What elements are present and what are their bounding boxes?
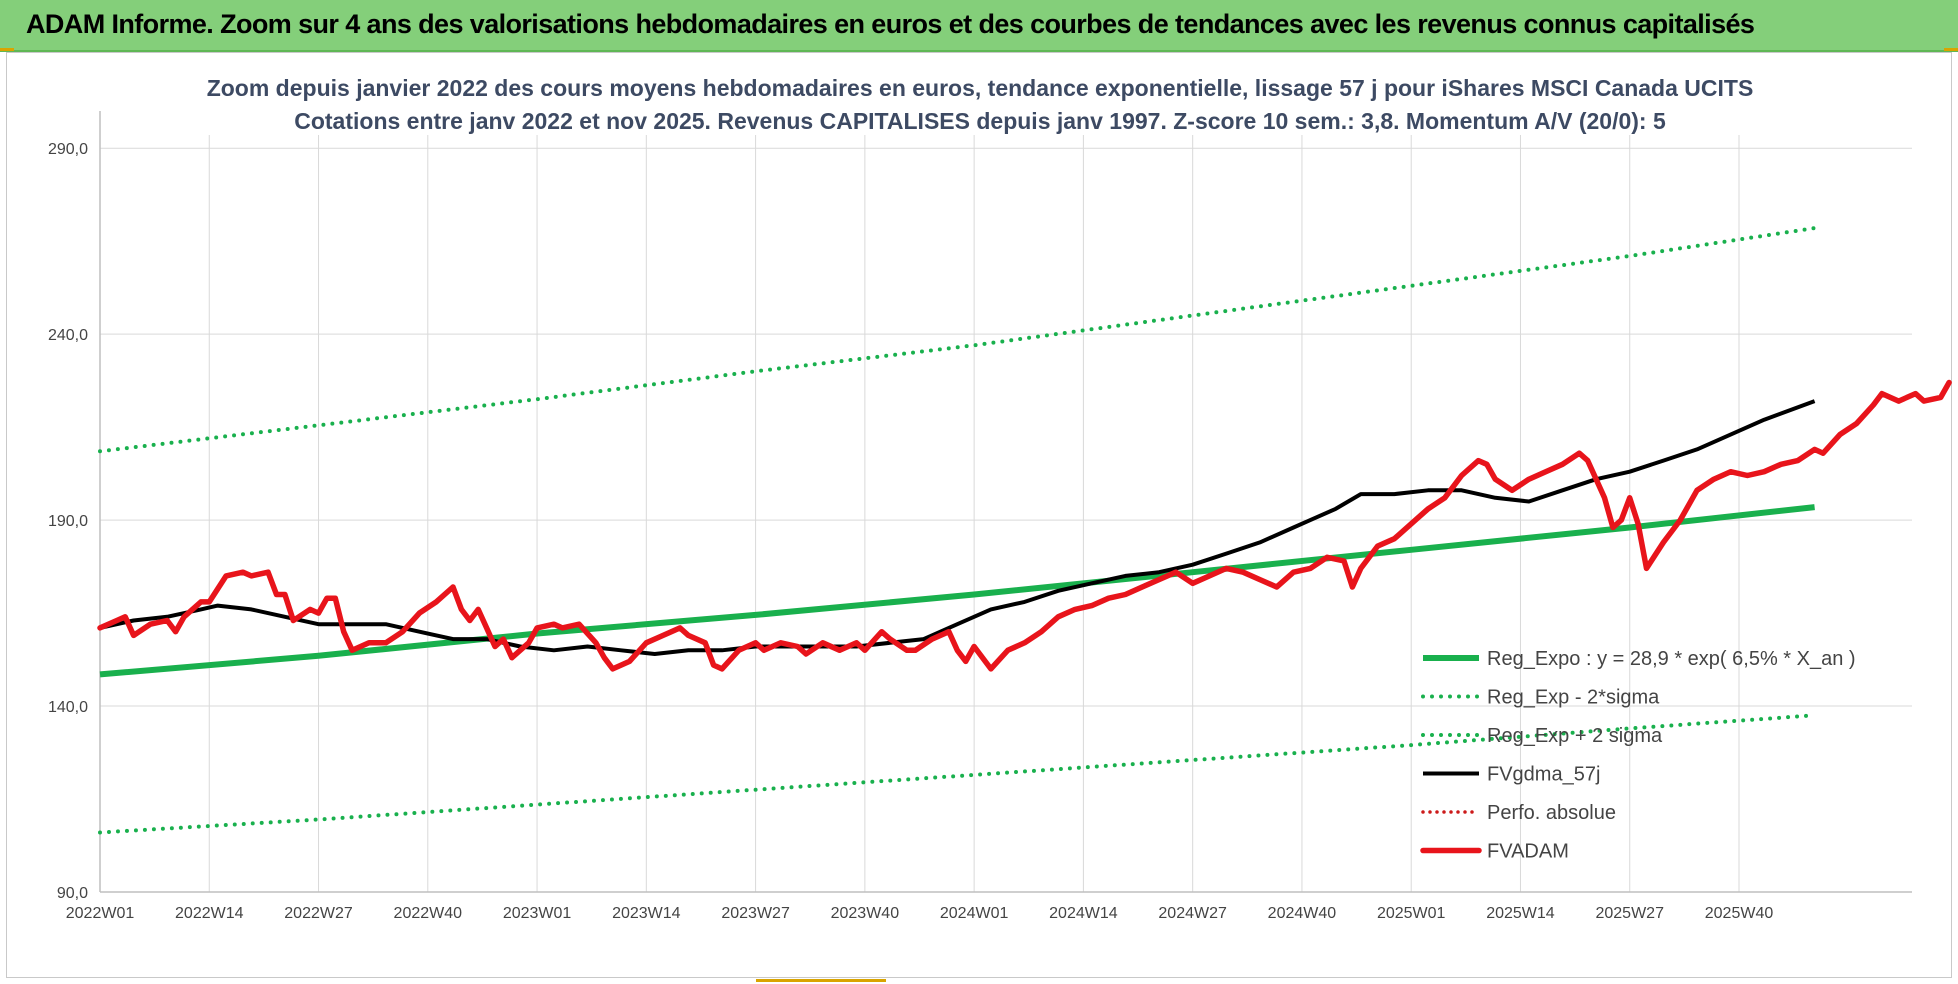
series-line-reg_expo [99, 504, 1815, 678]
x-tick-label: 2025W40 [1705, 905, 1774, 922]
legend-label: FVADAM [1487, 841, 1569, 863]
legend-label: Perfo. absolue [1487, 802, 1616, 824]
corner-mark [1944, 48, 1958, 51]
y-axis: 90,0 140,0 190,0 240,0 290,0 [48, 111, 101, 902]
banner: ADAM Informe. Zoom sur 4 ans des valoris… [0, 0, 1958, 52]
series-line-fvgdma_57j [99, 399, 1816, 656]
title-background [193, 65, 1753, 135]
y-tick-label: 290,0 [48, 141, 88, 158]
series-line-fvadam [97, 379, 1952, 672]
y-tick-label: 90,0 [57, 885, 88, 902]
x-tick-label: 2025W27 [1595, 905, 1664, 922]
x-tick-label: 2023W01 [503, 905, 572, 922]
x-tick-label: 2022W14 [175, 905, 244, 922]
bottom-mark [756, 979, 886, 982]
legend-label: FVgdma_57j [1487, 764, 1600, 786]
corner-mark [0, 48, 14, 51]
x-tick-label: 2024W14 [1049, 905, 1118, 922]
y-tick-label: 190,0 [48, 513, 88, 530]
legend-label: Reg_Exp - 2*sigma [1487, 687, 1660, 709]
x-tick-label: 2025W14 [1486, 905, 1555, 922]
series-lines [97, 226, 1952, 835]
gridlines [99, 111, 1912, 893]
legend: Reg_Expo : y = 28,9 * exp( 6,5% * X_an )… [1420, 648, 1856, 863]
x-tick-label: 2024W01 [940, 905, 1009, 922]
x-tick-label: 2022W40 [394, 905, 463, 922]
x-tick-label: 2022W01 [66, 905, 135, 922]
chart-frame: 90,0 140,0 190,0 240,0 290,0 2022W01 2022W14 2… [6, 52, 1952, 978]
x-tick-label: 2025W01 [1377, 905, 1446, 922]
series-line-reg_exp [98, 226, 1817, 454]
x-tick-label: 2022W27 [284, 905, 353, 922]
x-tick-label: 2024W27 [1158, 905, 1227, 922]
legend-label: Reg_Exp + 2 sigma [1487, 725, 1663, 747]
x-tick-label: 2023W27 [721, 905, 790, 922]
chart-title-line-1: Zoom depuis janvier 2022 des cours moyen… [207, 75, 1754, 101]
x-tick-label: 2023W40 [831, 905, 900, 922]
banner-title: ADAM Informe. Zoom sur 4 ans des valoris… [26, 9, 1755, 39]
x-tick-label: 2024W40 [1268, 905, 1337, 922]
chart-title-line-2: Cotations entre janv 2022 et nov 2025. R… [294, 108, 1666, 134]
x-tick-label: 2023W14 [612, 905, 681, 922]
y-tick-label: 140,0 [48, 699, 88, 716]
y-tick-label: 240,0 [48, 327, 88, 344]
x-axis: 2022W01 2022W14 2022W27 2022W40 2023W01 2023W… [66, 891, 1912, 922]
legend-label: Reg_Expo : y = 28,9 * exp( 6,5% * X_an ) [1487, 648, 1856, 670]
